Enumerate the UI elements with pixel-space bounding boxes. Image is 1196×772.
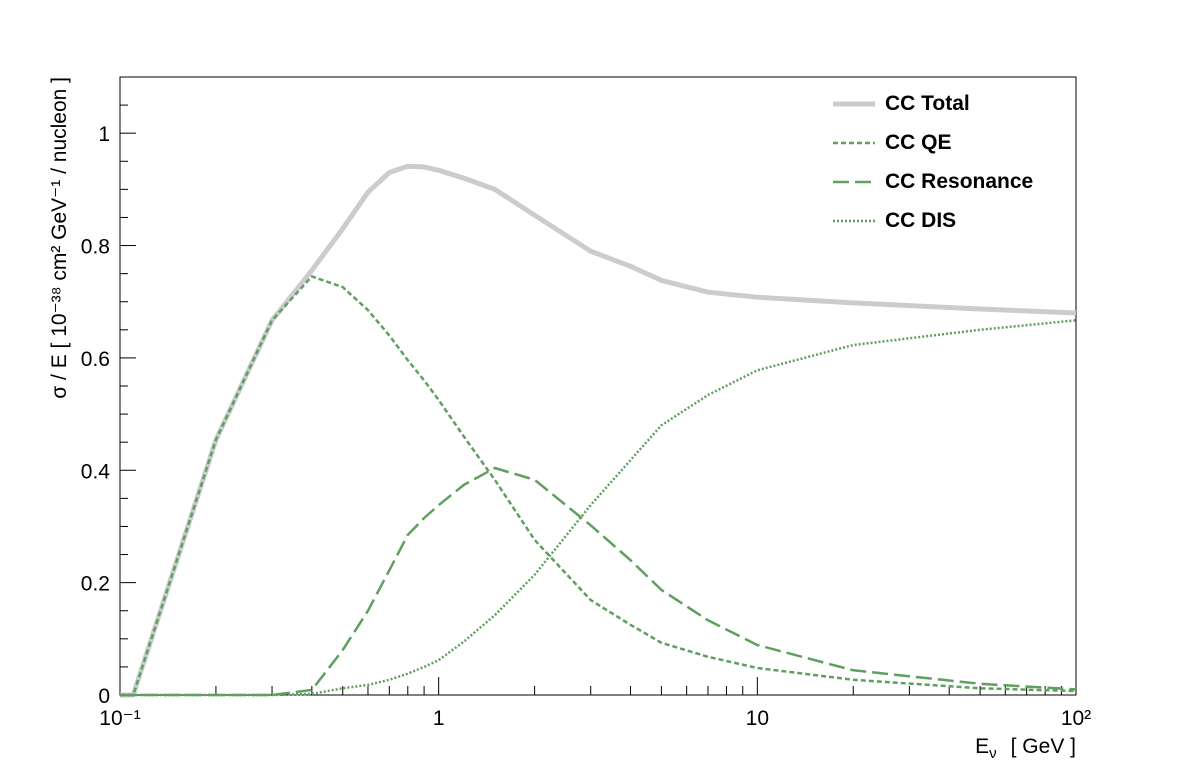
x-title-sub: ν bbox=[989, 745, 997, 762]
legend-label: CC Total bbox=[885, 92, 970, 115]
x-tick-label: 10² bbox=[1061, 707, 1091, 730]
y-tick-label: 0.6 bbox=[81, 348, 110, 371]
y-tick-label: 0.4 bbox=[81, 460, 111, 483]
x-axis-title: Eν [ GeV ] bbox=[975, 735, 1076, 762]
series-line bbox=[120, 319, 1077, 697]
y-tick-label: 1 bbox=[98, 123, 110, 146]
legend-label: CC Resonance bbox=[885, 170, 1033, 193]
x-tick-label: 10⁻¹ bbox=[99, 707, 140, 730]
y-tick-label: 0.8 bbox=[81, 236, 110, 259]
legend-label: CC DIS bbox=[885, 209, 956, 232]
legend-label: CC QE bbox=[885, 131, 952, 154]
y-tick-label: 0.2 bbox=[81, 573, 110, 596]
x-title-symbol: E bbox=[975, 735, 989, 758]
y-axis-title: σ / E [ 10⁻³⁸ cm² GeV⁻¹ / nucleon ] bbox=[48, 77, 71, 399]
x-tick-label: 10 bbox=[746, 707, 769, 730]
series-line bbox=[120, 275, 1077, 697]
x-tick-label: 1 bbox=[433, 707, 445, 730]
series-line bbox=[120, 163, 1077, 698]
series-line bbox=[120, 466, 1077, 697]
x-title-unit: [ GeV ] bbox=[1011, 735, 1076, 758]
y-tick-label: 0 bbox=[98, 685, 110, 708]
